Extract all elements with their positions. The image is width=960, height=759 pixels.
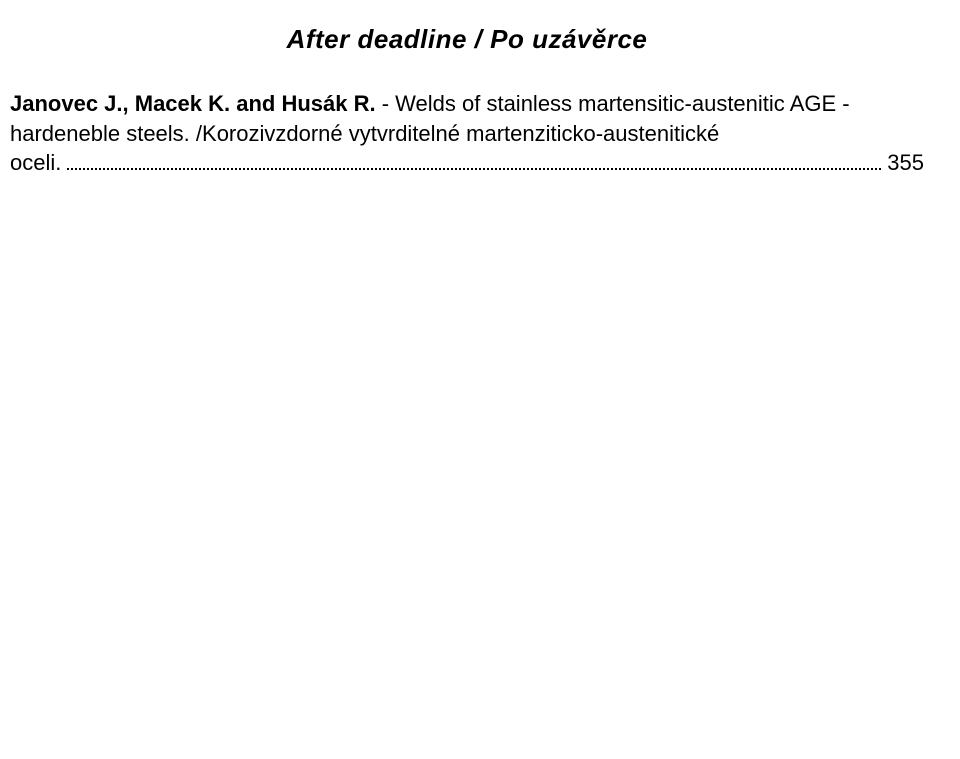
document-page: After deadline / Po uzávěrce Janovec J.,… bbox=[0, 0, 960, 178]
entry-page-number: 355 bbox=[887, 148, 924, 178]
dot-leader bbox=[67, 168, 881, 170]
toc-entry: Janovec J., Macek K. and Husák R. - Weld… bbox=[10, 89, 924, 178]
entry-title-tail: oceli. bbox=[10, 148, 61, 178]
entry-last-line: oceli. 355 bbox=[10, 148, 924, 178]
entry-authors: Janovec J., Macek K. and Husák R. bbox=[10, 91, 376, 116]
section-heading: After deadline / Po uzávěrce bbox=[10, 24, 924, 55]
